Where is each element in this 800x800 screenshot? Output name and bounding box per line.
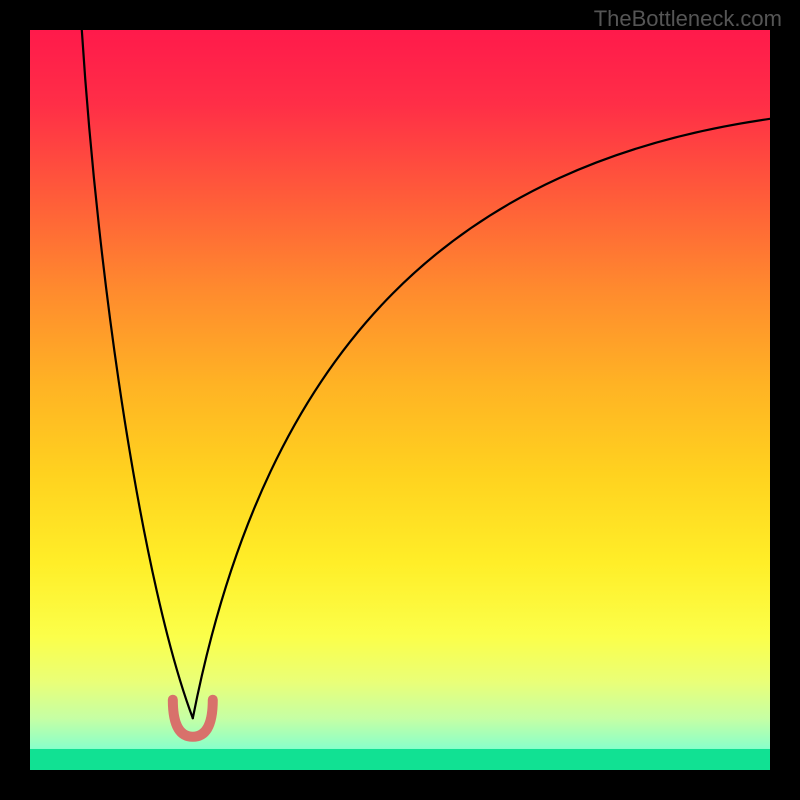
plot-area	[30, 30, 770, 770]
curve-svg	[30, 30, 770, 770]
curve-left-branch	[82, 30, 193, 718]
curve-right-branch	[193, 119, 770, 718]
watermark-text: TheBottleneck.com	[594, 6, 782, 32]
chart-frame	[0, 0, 800, 800]
